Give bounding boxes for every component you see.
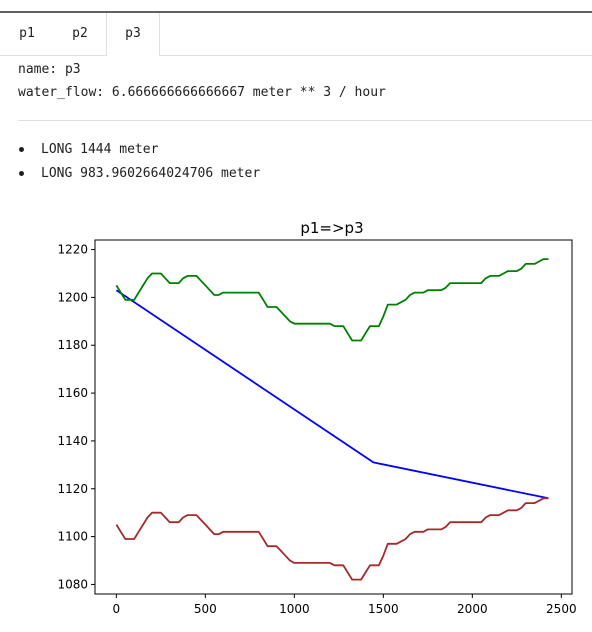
tab-p1[interactable]: p1 xyxy=(19,26,35,41)
y-tick-label: 1080 xyxy=(57,577,88,591)
x-tick-label: 500 xyxy=(194,602,217,616)
bullet-marker xyxy=(19,147,24,152)
chart-figure: p1=>p3 0 500 1000 1500 2000 2500 1080 1100 1120 1… xyxy=(18,186,592,628)
series-line-pipe xyxy=(115,289,549,500)
series-line-lower-profile xyxy=(115,497,549,581)
y-tick-label: 1140 xyxy=(57,434,88,448)
plot-area-frame xyxy=(94,239,573,595)
y-tick-label: 1120 xyxy=(57,482,88,496)
list-item: LONG 1444 meter xyxy=(41,142,159,157)
chart-title: p1=>p3 xyxy=(300,219,363,237)
series-line-upper-profile xyxy=(115,258,549,342)
water-flow-line: water_flow: 6.666666666666667 meter ** 3… xyxy=(18,85,386,100)
x-tick-label: 1500 xyxy=(368,602,399,616)
x-tick-label: 0 xyxy=(113,602,121,616)
x-tick-label: 2000 xyxy=(457,602,488,616)
x-tick-label: 2500 xyxy=(546,602,577,616)
tab-p3[interactable]: p3 xyxy=(106,13,160,56)
y-tick-label: 1200 xyxy=(57,290,88,304)
x-tick-label: 1000 xyxy=(279,602,310,616)
divider xyxy=(18,120,592,121)
y-tick-label: 1160 xyxy=(57,386,88,400)
line-chart: p1=>p3 0 500 1000 1500 2000 2500 1080 1100 1120 1… xyxy=(57,219,577,616)
name-line: name: p3 xyxy=(18,62,81,77)
y-tick-label: 1180 xyxy=(57,338,88,352)
tab-p2[interactable]: p2 xyxy=(72,26,88,41)
bullet-marker xyxy=(19,171,24,176)
y-tick-label: 1220 xyxy=(57,243,88,257)
tab-bar: p1 p2 p3 xyxy=(0,13,592,56)
top-border xyxy=(0,11,592,13)
y-tick-label: 1100 xyxy=(57,530,88,544)
list-item: LONG 983.9602664024706 meter xyxy=(41,166,261,181)
